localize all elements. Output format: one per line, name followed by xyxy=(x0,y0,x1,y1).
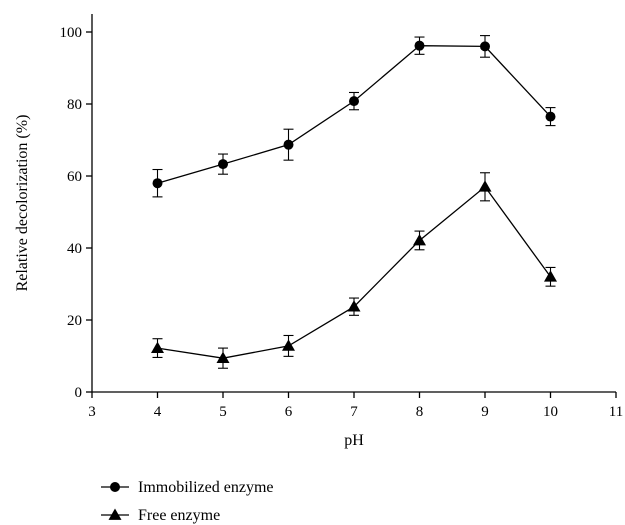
data-point xyxy=(218,159,228,170)
x-ticks: 3 4 5 6 7 8 9 10 11 xyxy=(88,392,623,420)
series-layer xyxy=(151,35,557,369)
legend-label: Free enzyme xyxy=(138,507,220,524)
legend-circle-marker xyxy=(110,482,120,492)
legend-item: Free enzyme xyxy=(101,507,220,524)
data-point xyxy=(151,341,164,353)
y-tick-label: 0 xyxy=(75,385,83,401)
legend-triangle-marker xyxy=(108,508,122,520)
data-point xyxy=(349,96,359,107)
series-line xyxy=(157,185,552,359)
y-axis-title: Relative decolorization (%) xyxy=(14,115,31,292)
y-tick-label: 60 xyxy=(67,169,82,185)
x-tick-label: 4 xyxy=(154,404,162,420)
data-point xyxy=(480,41,490,52)
legend-label: Immobilized enzyme xyxy=(138,479,274,496)
data-point xyxy=(544,270,557,282)
data-point xyxy=(478,180,492,192)
data-point xyxy=(413,233,426,246)
x-tick-label: 11 xyxy=(609,404,623,420)
legend-item: Immobilized enzyme xyxy=(101,479,274,496)
x-tick-label: 10 xyxy=(543,404,558,420)
series-line xyxy=(157,45,551,184)
data-point xyxy=(282,339,295,351)
legend: Immobilized enzyme Free enzyme xyxy=(101,479,274,524)
series-free-enzyme xyxy=(151,172,557,369)
x-axis-title: pH xyxy=(344,432,364,449)
x-tick-label: 7 xyxy=(350,404,358,420)
y-tick-label: 20 xyxy=(67,313,82,329)
data-point xyxy=(414,40,425,51)
series-immobilized-enzyme xyxy=(152,35,556,198)
data-point xyxy=(347,300,361,312)
x-tick-label: 8 xyxy=(416,404,424,420)
data-point xyxy=(152,178,163,189)
axes xyxy=(91,14,616,393)
y-tick-label: 80 xyxy=(67,97,82,113)
data-point xyxy=(216,351,230,364)
data-point xyxy=(283,139,294,150)
x-tick-label: 9 xyxy=(481,404,489,420)
y-ticks: 0 20 40 60 80 100 xyxy=(60,25,92,401)
x-tick-label: 5 xyxy=(219,404,227,420)
y-tick-label: 40 xyxy=(67,241,82,257)
x-tick-label: 3 xyxy=(88,404,96,420)
y-tick-label: 100 xyxy=(60,25,83,41)
x-tick-label: 6 xyxy=(285,404,293,420)
data-point xyxy=(545,111,556,122)
